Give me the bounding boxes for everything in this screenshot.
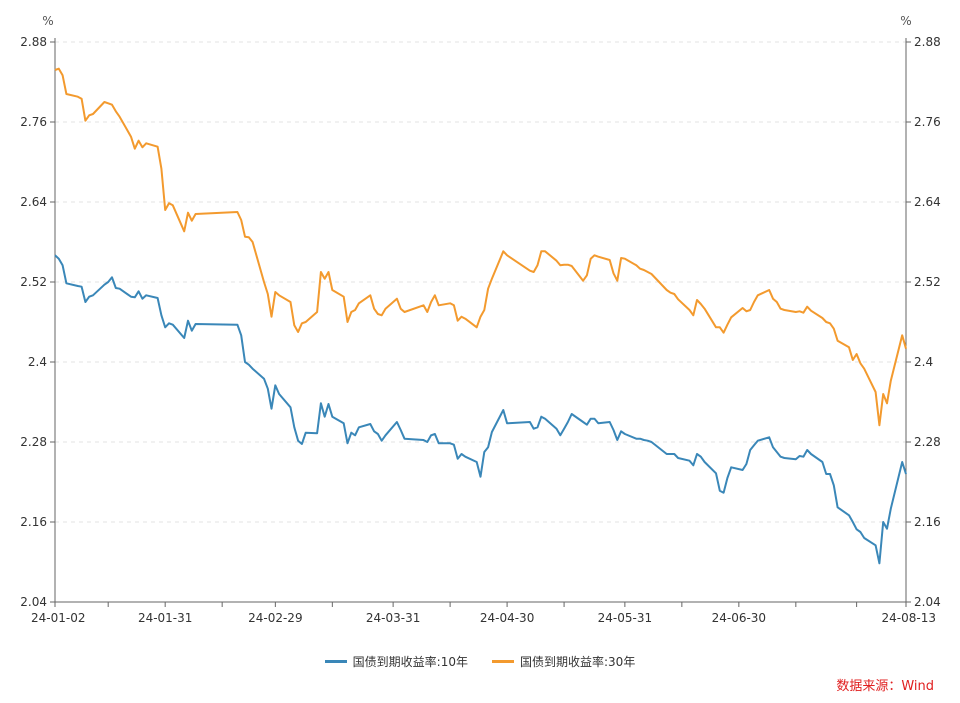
x-tick-label: 24-03-31	[366, 611, 420, 625]
right-axis-unit: %	[900, 14, 911, 28]
series-line-10y	[54, 254, 907, 565]
right-y-ticks: 2.04 2.16 2.28 2.4 2.52 2.64 2.76 2.88	[906, 35, 941, 609]
y-tick-label-left: 2.76	[20, 115, 47, 129]
legend-swatch-10y	[324, 660, 347, 663]
legend-item-30y[interactable]: 国债到期收益率:30年	[492, 653, 635, 670]
axes: % %	[42, 14, 912, 603]
legend-item-10y[interactable]: 国债到期收益率:10年	[324, 653, 468, 670]
x-tick-label: 24-01-31	[138, 611, 192, 625]
y-tick-label-right: 2.64	[914, 195, 941, 209]
y-tick-label-right: 2.52	[914, 275, 941, 289]
y-tick-label-right: 2.04	[914, 595, 941, 609]
left-axis-unit: %	[42, 14, 53, 28]
y-tick-label-right: 2.28	[914, 435, 941, 449]
y-tick-label-right: 2.4	[914, 355, 933, 369]
y-tick-label-right: 2.88	[914, 35, 941, 49]
y-tick-label-right: 2.16	[914, 515, 941, 529]
y-tick-label-left: 2.64	[20, 195, 47, 209]
y-tick-label-left: 2.28	[20, 435, 47, 449]
x-tick-label: 24-05-31	[598, 611, 652, 625]
legend-label-10y: 国债到期收益率:10年	[352, 655, 468, 669]
legend: 国债到期收益率:10年 国债到期收益率:30年	[0, 653, 960, 670]
y-tick-label-left: 2.16	[20, 515, 47, 529]
x-tick-label: 24-04-30	[480, 611, 534, 625]
y-tick-label-left: 2.04	[20, 595, 47, 609]
x-ticks: 24-01-02 24-01-31 24-02-29 24-03-31 24-04-30…	[31, 602, 936, 625]
source-note: 数据来源：Wind	[836, 679, 934, 694]
grid-lines	[55, 41, 906, 523]
x-tick-label: 24-02-29	[248, 611, 302, 625]
left-y-ticks: 2.04 2.16 2.28 2.4 2.52 2.64 2.76 2.88	[20, 35, 55, 609]
y-tick-label-left: 2.52	[20, 275, 47, 289]
y-tick-label-left: 2.88	[20, 35, 47, 49]
series-line-30y	[54, 67, 907, 427]
x-tick-label: 24-08-13	[882, 611, 936, 625]
legend-swatch-30y	[492, 660, 514, 663]
y-tick-label-right: 2.76	[914, 115, 941, 129]
legend-label-30y: 国债到期收益率:30年	[520, 655, 636, 669]
series-lines	[54, 67, 907, 565]
y-tick-label-left: 2.4	[28, 355, 47, 369]
x-tick-label: 24-01-02	[31, 611, 85, 625]
x-tick-label: 24-06-30	[712, 611, 766, 625]
